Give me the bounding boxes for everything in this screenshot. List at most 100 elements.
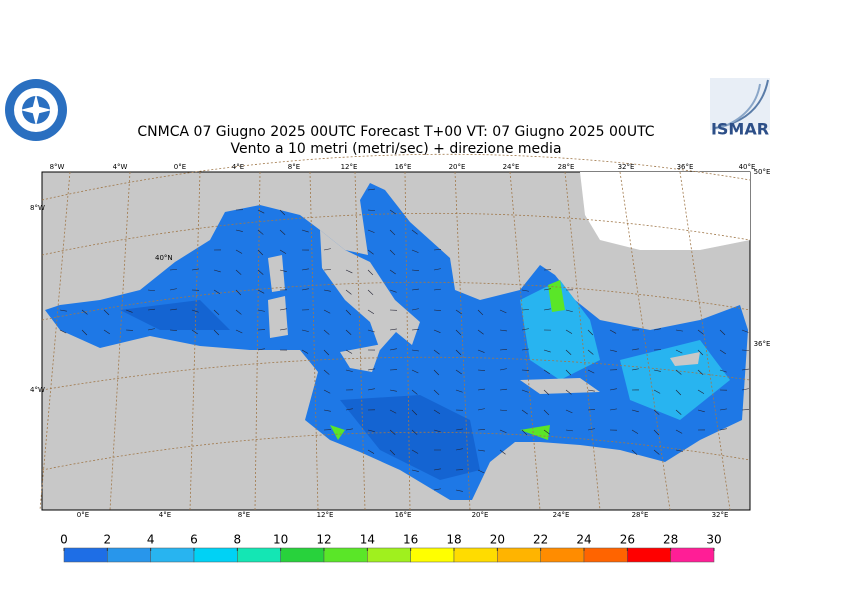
colorbar-tick-label: 4 [147,533,155,547]
wind-arrow [741,388,749,391]
wind-arrow [169,288,177,291]
wind-arrow [125,309,133,313]
wind-arrow [565,309,573,313]
wind-arrow [367,309,375,315]
wind-arrow [169,308,177,311]
colorbar-tick-label: 20 [490,533,505,547]
wind-arrow [301,268,309,271]
wind-arrow [411,229,418,235]
wind-arrow [631,429,639,434]
wind-arrow [235,289,242,296]
wind-arrow [521,389,529,393]
wind-arrow [521,289,529,292]
wind-arrow [499,309,507,314]
wind-arrow [323,409,331,412]
wind-arrow [389,409,397,414]
wind-arrow [499,368,507,371]
wind-arrow [455,309,462,315]
wind-arrow [411,288,419,291]
wind-arrow [521,328,529,331]
wind-arrow [675,409,682,415]
wind-arrow [477,349,485,353]
wind-arrow [103,329,110,335]
wind-arrow [433,409,441,414]
wind-arrow [499,429,507,434]
wind-arrow [565,329,573,334]
wind-arrow [521,429,528,436]
wind-arrow [565,349,572,355]
wind-arrow [345,269,353,274]
wind-arrow [653,429,660,436]
wind-arrow [389,389,397,392]
wind-arrow [565,409,573,414]
wind-arrow [719,408,727,411]
wind-arrow [631,348,639,351]
wind-arrow [477,388,485,391]
wind-arrow [477,429,485,431]
wind-arrow [411,369,419,374]
wind-arrow [389,348,397,351]
wind-arrow [675,329,683,332]
wind-arrow [191,268,199,271]
wind-arrow [697,349,704,356]
lon-label: 20°E [449,163,466,171]
wind-arrow [455,489,463,492]
wind-arrow [279,249,287,254]
wind-arrow [455,448,463,451]
wind-arrow [235,249,243,254]
color-segment [63,547,108,563]
wind-arrow [345,329,352,335]
lon-label: 8°E [238,511,250,519]
wind-arrow [719,369,727,373]
wind-arrow [565,389,572,395]
lon-label: 12°E [317,511,334,519]
wind-arrow [433,488,441,491]
colorbar-tick-label: 16 [403,533,418,547]
wind-arrow [345,289,352,295]
wind-arrow [455,349,462,356]
lon-label: 4°E [232,163,244,171]
wind-arrow [367,368,375,371]
wind-arrow [279,229,286,235]
wind-arrow [389,328,397,331]
wind-arrow [543,429,550,435]
wind-arrow [609,388,617,391]
lon-label: 4°W [113,163,128,171]
wind-arrow [367,188,375,191]
wind-arrow [499,449,506,455]
wind-arrow [191,309,199,313]
wind-arrow [301,349,309,354]
wind-arrow [433,468,441,471]
color-segment [150,547,195,563]
lat-label: 4°W [30,386,45,394]
lat-label: 8°W [30,204,45,212]
wind-arrow [499,409,507,412]
wind-arrow [455,389,463,393]
wind-arrow [213,309,220,316]
wind-arrow [59,309,67,312]
colorbar: 0 2 4 6 8 10 12 14 16 18 20 22 24 26 28 30 [60,533,722,563]
lon-label: 20°E [472,511,489,519]
wind-arrow [697,409,705,413]
wind-arrow [279,328,287,331]
wind-arrow [411,249,419,253]
lon-label: 24°E [553,511,570,519]
wind-arrow [367,449,375,454]
map [39,153,751,511]
logo-right: ISMAR [710,78,770,139]
wind-arrow [521,309,530,311]
wind-arrow [719,428,727,431]
wind-arrow [257,229,264,235]
wind-arrow [147,328,155,331]
wind-arrow [653,449,660,455]
wind-arrow [279,209,286,216]
wind-arrow [565,369,572,376]
wind-arrow [367,269,374,276]
wind-arrow [389,429,396,435]
wind-arrow [213,289,221,294]
wind-arrow [389,449,396,456]
wind-arrow [719,349,726,355]
wind-arrow [433,288,441,291]
wind-arrow [257,309,265,312]
